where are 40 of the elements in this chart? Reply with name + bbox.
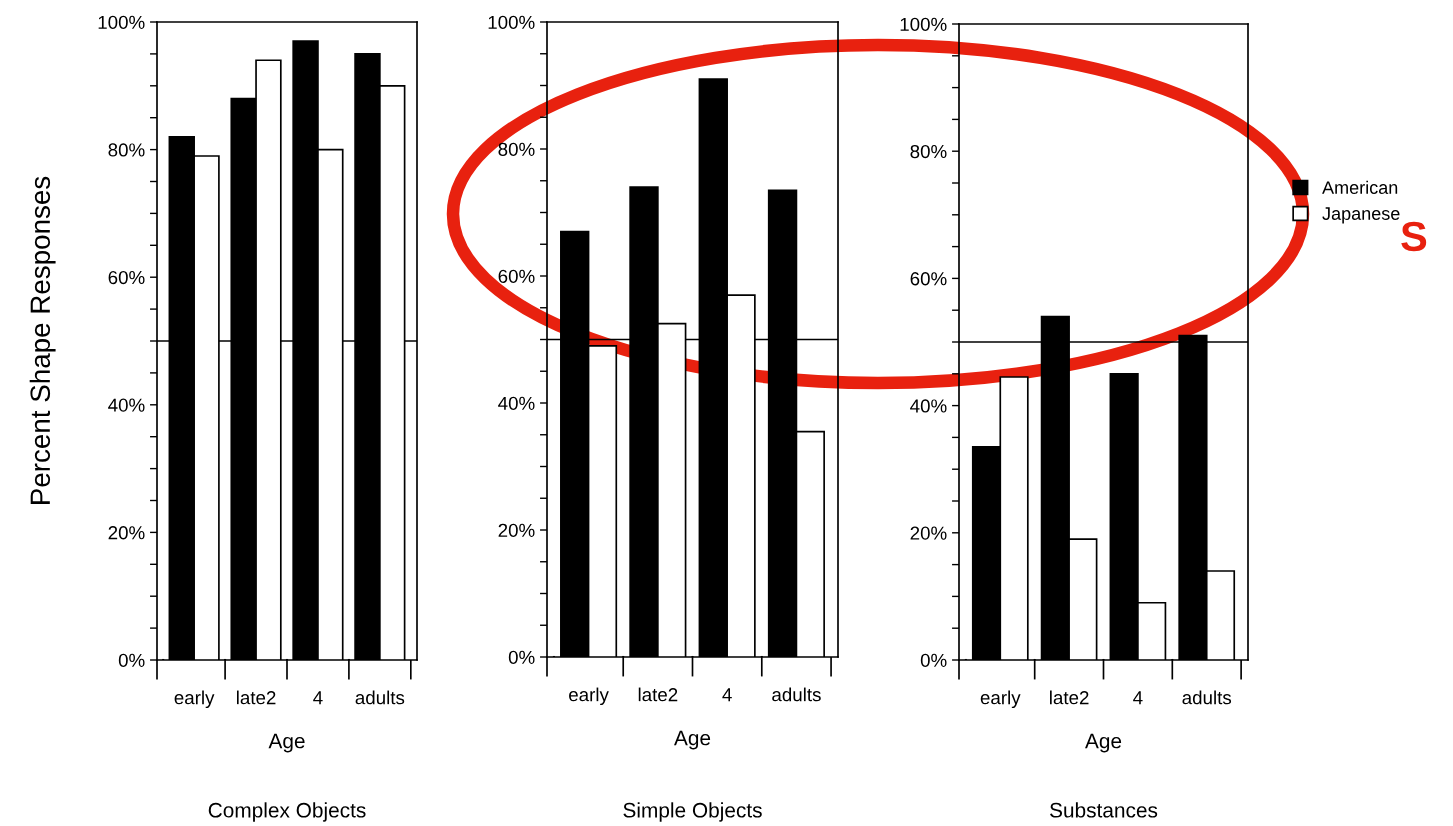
y-tick-label: 20% — [108, 526, 145, 540]
x-tick-label: late2 — [638, 687, 678, 702]
y-tick-label: 0% — [118, 653, 145, 667]
x-tick-label: early — [980, 690, 1021, 709]
y-tick-label: 40% — [108, 398, 145, 412]
x-tick-label: adults — [772, 687, 821, 702]
x-tick-label: adults — [1182, 690, 1232, 705]
text: S — [1401, 221, 1427, 252]
x-tick-label: 4 — [722, 688, 732, 702]
y-axis-title: Percent Shape Responses — [29, 176, 56, 504]
x-tick-label: 4 — [313, 691, 323, 705]
legend-label: American — [1322, 180, 1398, 194]
x-axis-title: Age — [1085, 733, 1122, 753]
x-tick-label: 4 — [1133, 691, 1143, 705]
y-tick-label: 80% — [910, 144, 947, 159]
y-tick-label: 80% — [498, 142, 535, 156]
legend-label: Japanese — [1322, 207, 1400, 224]
y-tick-label: 100% — [900, 17, 947, 31]
text: Simple Objects — [623, 802, 762, 822]
y-tick-label: 60% — [910, 272, 947, 286]
y-tick-label: 40% — [910, 399, 947, 413]
y-tick-label: 100% — [488, 15, 535, 29]
y-tick-label: 60% — [108, 270, 145, 285]
x-tick-label: adults — [355, 690, 405, 705]
x-axis-title: Age — [674, 730, 711, 750]
x-tick-label: late2 — [1050, 690, 1089, 705]
y-tick-label: 20% — [498, 523, 535, 537]
text: Complex Objects — [208, 802, 366, 822]
y-tick-label: 80% — [108, 143, 145, 157]
y-tick-label: 0% — [920, 653, 947, 667]
y-tick-label: 40% — [498, 396, 535, 410]
x-tick-label: early — [174, 690, 215, 709]
y-tick-label: 100% — [98, 15, 145, 29]
y-tick-label: 0% — [508, 650, 535, 664]
y-tick-label: 60% — [498, 269, 535, 283]
y-tick-label: 20% — [910, 526, 947, 540]
x-axis-title: Age — [268, 733, 305, 753]
x-tick-label: early — [569, 687, 609, 706]
text: Substances — [1050, 802, 1158, 818]
x-tick-label: late2 — [236, 690, 276, 705]
